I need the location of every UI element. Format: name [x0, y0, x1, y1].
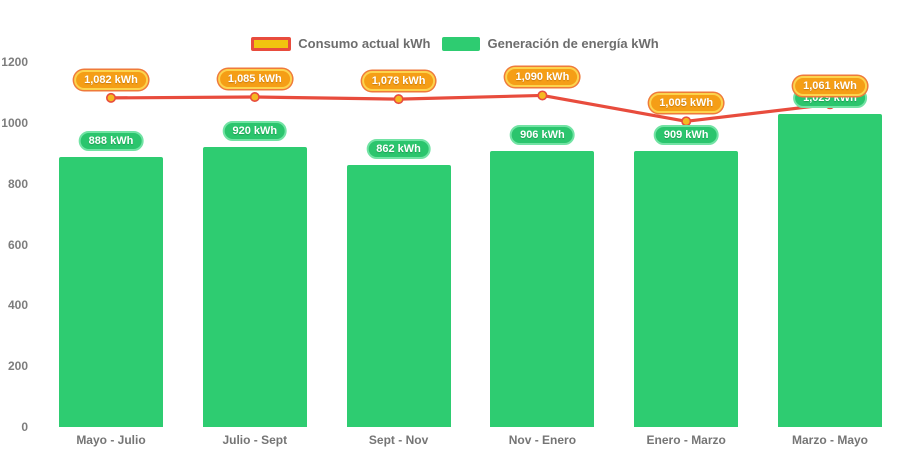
bar-series-swatch-icon [442, 36, 481, 51]
y-tick-label: 0 [21, 420, 28, 434]
line-point-marker[interactable] [106, 92, 117, 103]
y-tick-label: 1200 [1, 55, 28, 69]
generation-bar[interactable] [778, 114, 882, 427]
generation-value-badge: 909 kWh [653, 124, 719, 145]
generation-bar[interactable] [202, 147, 307, 427]
y-tick-label: 600 [7, 237, 28, 252]
y-tick-label: 200 [7, 359, 28, 374]
x-axis-label: Sept - Nov [368, 433, 429, 447]
generation-bar[interactable] [59, 156, 163, 427]
consumption-value-badge: 1,061 kWh [793, 76, 867, 97]
legend-item-generacion[interactable]: Generación de energía kWh [442, 36, 659, 51]
consumption-value-badge: 1,085 kWh [217, 68, 292, 89]
x-axis-label: Enero - Marzo [646, 433, 726, 447]
consumption-value-badge: 1,005 kWh [649, 93, 724, 114]
x-axis-label: Nov - Enero [508, 433, 577, 447]
generation-bar[interactable] [490, 151, 595, 427]
generation-bar[interactable] [346, 164, 451, 427]
line-point-marker[interactable] [537, 90, 548, 101]
x-axis-label: Julio - Sept [222, 433, 288, 447]
generation-bar[interactable] [634, 150, 739, 427]
consumption-value-badge: 1,090 kWh [505, 67, 580, 88]
x-axis-label: Marzo - Mayo [791, 433, 868, 447]
legend-label-consumo: Consumo actual kWh [298, 36, 431, 51]
generation-value-badge: 862 kWh [366, 138, 431, 159]
consumption-value-badge: 1,078 kWh [361, 71, 436, 92]
generation-value-badge: 920 kWh [222, 121, 288, 142]
line-point-marker[interactable] [249, 91, 260, 102]
legend-label-generacion: Generación de energía kWh [487, 36, 659, 51]
generation-value-badge: 906 kWh [510, 125, 575, 146]
y-tick-label: 1000 [1, 115, 28, 130]
consumption-value-badge: 1,082 kWh [74, 69, 148, 90]
line-series-swatch-icon [251, 36, 292, 51]
legend-item-consumo[interactable]: Consumo actual kWh [251, 36, 430, 51]
line-point-marker[interactable] [393, 94, 404, 105]
y-tick-label: 800 [7, 176, 28, 191]
y-tick-label: 400 [7, 298, 28, 313]
generation-value-badge: 888 kWh [78, 130, 144, 151]
chart-legend: Consumo actual kWh Generación de energía… [0, 36, 910, 51]
x-axis-label: Mayo - Julio [76, 433, 146, 447]
